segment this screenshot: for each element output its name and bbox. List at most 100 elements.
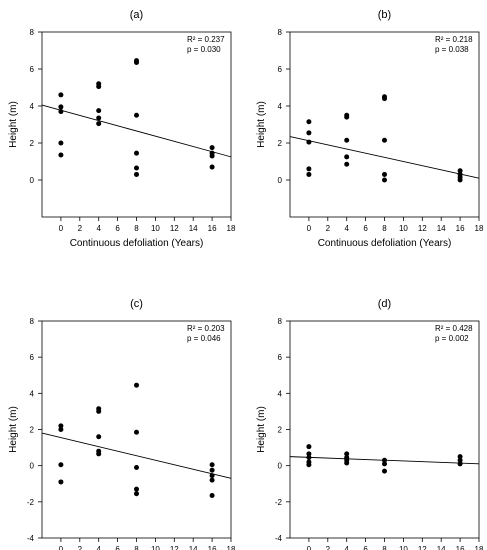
data-point <box>344 137 350 143</box>
regression-line <box>41 104 232 158</box>
panel-label: (c) <box>130 298 143 310</box>
y-tick-label: -2 <box>275 498 283 507</box>
x-tick-label: 10 <box>151 224 160 233</box>
data-point <box>382 457 387 463</box>
data-point <box>209 153 215 159</box>
r-squared-label: R² = 0.237 <box>187 35 225 44</box>
y-tick-label: -4 <box>275 534 283 543</box>
y-tick-label: 2 <box>30 139 35 148</box>
x-axis-label: Continuous defoliation (Years) <box>318 238 452 249</box>
data-point <box>457 454 463 460</box>
panel-label: (a) <box>130 9 143 21</box>
y-tick-label: 4 <box>278 389 283 398</box>
x-tick-label: 4 <box>96 224 101 233</box>
data-point <box>209 477 215 483</box>
data-point <box>344 154 350 160</box>
y-tick-label: 4 <box>278 102 283 111</box>
panel-a: 0 2 4 6 8 10 12 14 16 18 0 2 4 6 8 Continuous defoliati… <box>8 9 236 249</box>
x-tick-label: 10 <box>151 545 160 550</box>
y-tick-label: 0 <box>278 462 283 471</box>
regression-line <box>289 136 480 179</box>
y-axis-label: Height (m) <box>256 101 267 148</box>
x-tick-label: 10 <box>399 545 408 550</box>
data-point <box>134 491 139 497</box>
x-tick-label: 6 <box>363 545 368 550</box>
data-point <box>58 479 64 485</box>
data-point <box>382 96 387 102</box>
x-tick-label: 16 <box>208 545 217 550</box>
data-point <box>96 434 102 440</box>
data-point <box>306 455 312 461</box>
regression-line <box>41 432 232 479</box>
data-point <box>58 152 64 158</box>
y-tick-label: 4 <box>30 389 35 398</box>
data-point <box>134 486 139 492</box>
x-tick-label: 14 <box>437 545 446 550</box>
x-tick-label: 8 <box>382 224 387 233</box>
y-tick-label: 8 <box>278 317 283 326</box>
data-point <box>134 165 139 171</box>
x-tick-label: 4 <box>344 224 349 233</box>
data-point <box>306 119 312 125</box>
y-tick-label: 0 <box>30 176 35 185</box>
data-point <box>96 408 102 414</box>
x-tick-label: 0 <box>59 224 64 233</box>
p-value-label: p = 0.030 <box>187 45 221 54</box>
data-point <box>209 462 215 468</box>
data-point <box>344 114 350 120</box>
data-point <box>306 166 312 172</box>
data-point <box>96 108 102 114</box>
data-point <box>382 468 387 474</box>
x-tick-label: 0 <box>307 224 312 233</box>
data-point <box>134 60 139 66</box>
x-tick-label: 8 <box>382 545 387 550</box>
x-tick-label: 12 <box>418 224 427 233</box>
p-value-label: p = 0.038 <box>435 45 469 54</box>
data-point <box>344 161 350 167</box>
data-point <box>209 493 215 499</box>
x-tick-label: 10 <box>399 224 408 233</box>
plot-frame <box>289 320 480 539</box>
data-point <box>96 84 102 90</box>
data-point <box>58 427 64 432</box>
data-point <box>96 121 102 127</box>
p-value-label: p = 0.046 <box>187 334 221 343</box>
data-point <box>306 171 312 177</box>
y-tick-label: 8 <box>278 28 283 37</box>
r-squared-label: R² = 0.428 <box>435 324 473 333</box>
data-point <box>58 104 64 110</box>
data-point <box>306 444 312 450</box>
x-tick-label: 12 <box>418 545 427 550</box>
x-tick-label: 18 <box>475 545 484 550</box>
r-squared-label: R² = 0.203 <box>187 324 225 333</box>
data-point <box>382 177 387 183</box>
data-point <box>134 382 139 388</box>
y-tick-label: -4 <box>27 534 35 543</box>
x-tick-label: 0 <box>307 545 312 550</box>
x-tick-label: 12 <box>170 224 179 233</box>
x-tick-label: 14 <box>189 224 198 233</box>
data-point <box>457 177 463 183</box>
y-tick-label: 8 <box>30 317 35 326</box>
x-tick-label: 12 <box>170 545 179 550</box>
data-point <box>457 168 463 174</box>
x-tick-label: 2 <box>78 545 83 550</box>
data-point <box>209 473 215 479</box>
y-tick-label: 2 <box>30 426 35 435</box>
x-tick-label: 16 <box>456 545 465 550</box>
x-tick-label: 6 <box>363 224 368 233</box>
data-point <box>96 451 102 457</box>
plot-frame <box>41 320 232 539</box>
x-tick-label: 16 <box>456 224 465 233</box>
data-point <box>58 462 64 468</box>
x-tick-label: 14 <box>189 545 198 550</box>
panel-label: (d) <box>378 298 391 310</box>
data-point <box>344 460 350 466</box>
x-tick-label: 2 <box>78 224 83 233</box>
data-point <box>209 145 215 151</box>
data-point <box>134 464 139 470</box>
data-point <box>58 140 64 146</box>
data-point <box>134 171 139 177</box>
data-point <box>382 137 387 143</box>
